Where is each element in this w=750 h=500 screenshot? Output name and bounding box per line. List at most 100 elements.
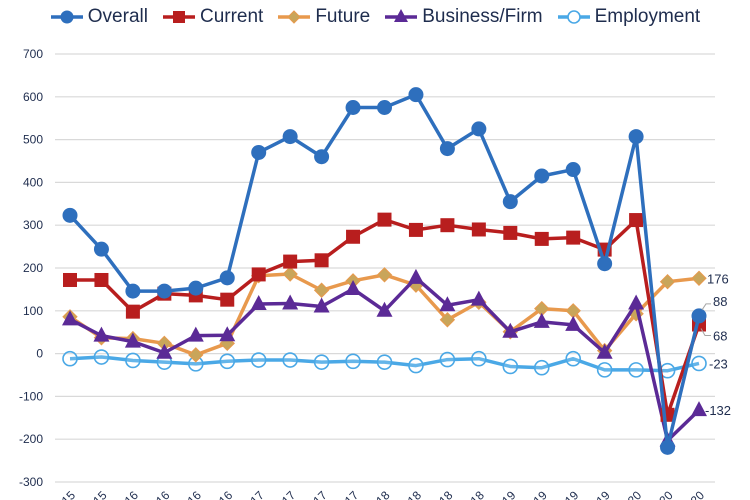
employment-marker (93, 349, 110, 365)
legend-label: Overall (87, 6, 148, 27)
current-marker (220, 292, 235, 307)
business-firm-marker (565, 315, 582, 331)
current-marker (377, 212, 392, 227)
data-label: 176 (707, 271, 729, 286)
overall-marker (691, 308, 707, 324)
x-tick-label: 20 (625, 488, 645, 500)
future-legend-icon (278, 10, 311, 24)
employment-marker (471, 350, 487, 367)
series-overall (62, 87, 707, 455)
business-firm-marker (470, 290, 487, 306)
overall-marker (660, 439, 676, 455)
x-tick-label: 20 (656, 488, 676, 500)
x-tick-label: 16 (153, 488, 173, 500)
overall-marker (282, 129, 298, 145)
overall-marker (219, 270, 235, 286)
overall-marker (93, 241, 109, 257)
business-firm-marker (533, 312, 550, 328)
future-marker (376, 267, 393, 283)
employment-marker (219, 353, 236, 370)
business-firm-marker (219, 326, 236, 342)
series-business-firm (62, 268, 707, 447)
overall-marker (471, 121, 487, 137)
employment-marker (62, 350, 78, 367)
legend-label: Employment (594, 6, 701, 27)
x-tick-label: 16 (216, 488, 236, 500)
overall-marker (345, 100, 361, 115)
employment-marker (439, 351, 456, 368)
y-tick-label: 0 (36, 347, 43, 361)
future-marker (313, 282, 330, 298)
current-marker (94, 272, 109, 287)
overall-marker (156, 283, 172, 299)
current-marker (503, 225, 518, 240)
business-firm-legend-icon (385, 9, 418, 22)
y-tick-label: 400 (23, 175, 43, 189)
employment-marker (313, 354, 330, 370)
x-tick-label: 17 (342, 488, 362, 500)
y-tick-label: -200 (19, 432, 43, 446)
future-marker (659, 273, 676, 290)
employment-marker (691, 355, 707, 372)
y-tick-label: 700 (23, 47, 43, 61)
current-marker (125, 304, 140, 319)
data-label: 68 (713, 328, 727, 343)
current-marker (440, 218, 455, 233)
data-label: -132 (705, 403, 731, 418)
employment-marker (250, 352, 267, 368)
legend-item-business-firm: Business/Firm (384, 6, 543, 28)
current-marker (283, 254, 298, 269)
y-tick-label: 200 (23, 261, 43, 275)
employment-legend-icon (557, 10, 590, 24)
employment-marker (408, 357, 424, 374)
overall-marker (377, 100, 392, 115)
overall-marker (62, 207, 78, 223)
current-marker (63, 272, 77, 287)
x-tick-label: 15 (90, 488, 110, 500)
current-marker (471, 222, 486, 237)
business-firm-marker (124, 332, 141, 348)
business-firm-marker (156, 343, 173, 359)
business-firm-marker (250, 294, 267, 310)
series-employment (62, 349, 707, 379)
x-tick-label: 15 (59, 488, 79, 500)
overall-marker (314, 149, 330, 165)
business-firm-marker (282, 294, 299, 310)
legend-label: Current (199, 6, 264, 27)
y-tick-label: 100 (23, 304, 43, 318)
business-firm-marker (376, 301, 393, 317)
business-firm-marker (93, 326, 110, 342)
x-tick-label: 17 (247, 488, 267, 500)
employment-marker (282, 352, 298, 368)
employment-line (69, 355, 700, 373)
leader-line (701, 303, 711, 311)
employment-marker (125, 352, 141, 369)
x-axis: 15 15 16 16 16 16 17 17 17 17 18 18 18 18 19 19 19 19 20 20… (59, 488, 708, 500)
x-tick-label: 18 (405, 488, 425, 500)
employment-marker (502, 358, 519, 375)
x-tick-label: 18 (436, 488, 456, 500)
employment-marker (628, 362, 644, 378)
overall-marker (597, 256, 613, 272)
data-label: -23 (709, 356, 728, 371)
x-tick-label: 16 (122, 488, 142, 500)
y-axis: 700 600 500 400 300 200 100 0 -100 -200 -300 (19, 47, 43, 489)
legend-label: Business/Firm (422, 6, 543, 27)
data-labels: 176 88 68 -23 -132 (700, 271, 731, 418)
legend: Overall Current Future Business/Firm Employm… (0, 6, 750, 28)
employment-marker (533, 359, 550, 376)
business-firm-marker (345, 279, 362, 295)
y-tick-label: 300 (23, 218, 43, 232)
employment-marker (596, 362, 613, 378)
x-tick-label: 16 (185, 488, 205, 500)
business-firm-marker (502, 322, 519, 338)
series-group (62, 87, 707, 455)
current-legend-icon (162, 11, 195, 23)
x-tick-label: 17 (310, 488, 330, 500)
x-tick-label: 18 (373, 488, 393, 500)
legend-item-future: Future (277, 6, 370, 28)
legend-label: Future (315, 6, 371, 27)
legend-item-employment: Employment (557, 6, 701, 28)
overall-marker (188, 280, 204, 296)
